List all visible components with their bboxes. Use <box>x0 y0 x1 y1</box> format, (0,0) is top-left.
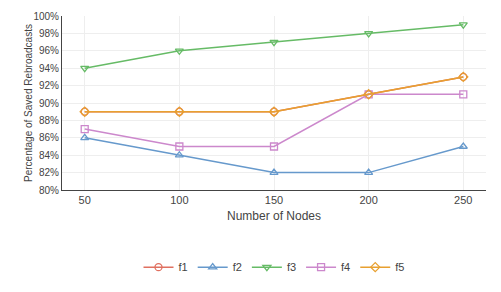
svg-text:90%: 90% <box>39 98 59 109</box>
svg-text:200: 200 <box>359 194 377 206</box>
svg-text:98%: 98% <box>39 28 59 39</box>
svg-text:82%: 82% <box>39 167 59 178</box>
svg-text:84%: 84% <box>39 150 59 161</box>
svg-text:250: 250 <box>454 194 472 206</box>
svg-text:f4: f4 <box>341 261 350 273</box>
svg-text:100%: 100% <box>33 11 59 22</box>
svg-text:94%: 94% <box>39 63 59 74</box>
svg-text:f2: f2 <box>233 261 242 273</box>
svg-text:150: 150 <box>265 194 283 206</box>
svg-text:92%: 92% <box>39 80 59 91</box>
svg-text:50: 50 <box>79 194 91 206</box>
svg-text:88%: 88% <box>39 115 59 126</box>
svg-text:Percentage of Saved Rebroadcas: Percentage of Saved Rebroadcasts <box>23 24 34 182</box>
svg-text:f1: f1 <box>179 261 188 273</box>
svg-text:Number of Nodes: Number of Nodes <box>227 209 321 223</box>
svg-text:96%: 96% <box>39 45 59 56</box>
svg-text:80%: 80% <box>39 185 59 196</box>
svg-text:f5: f5 <box>395 261 404 273</box>
svg-text:100: 100 <box>170 194 188 206</box>
svg-text:86%: 86% <box>39 132 59 143</box>
svg-text:f3: f3 <box>287 261 296 273</box>
